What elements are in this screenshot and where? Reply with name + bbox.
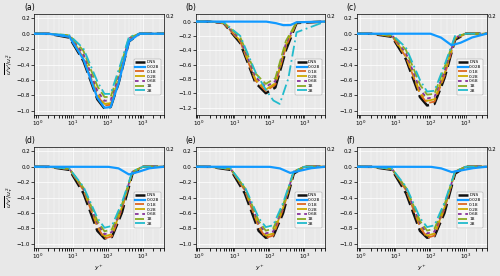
Text: 0.2: 0.2 bbox=[326, 14, 336, 19]
X-axis label: $y^+$: $y^+$ bbox=[416, 263, 427, 272]
Text: 0.2: 0.2 bbox=[166, 147, 174, 152]
Text: 0.2: 0.2 bbox=[488, 147, 496, 152]
Y-axis label: $\overline{u'v'}/u_\tau^2$: $\overline{u'v'}/u_\tau^2$ bbox=[4, 54, 16, 75]
Text: (d): (d) bbox=[24, 136, 35, 145]
X-axis label: $y^+$: $y^+$ bbox=[256, 263, 266, 272]
Text: (c): (c) bbox=[346, 3, 356, 12]
Text: 0.2: 0.2 bbox=[166, 14, 174, 19]
Text: (b): (b) bbox=[186, 3, 196, 12]
Legend: DNS, 0.028, 0.18, 0.28, 0.68, 18, 28: DNS, 0.028, 0.18, 0.28, 0.68, 18, 28 bbox=[295, 59, 322, 95]
Legend: DNS, 0.028, 0.18, 0.28, 0.68, 18, 28: DNS, 0.028, 0.18, 0.28, 0.68, 18, 28 bbox=[456, 59, 483, 95]
X-axis label: $y^+$: $y^+$ bbox=[94, 263, 104, 272]
Text: 0.2: 0.2 bbox=[488, 14, 496, 19]
Text: 0.2: 0.2 bbox=[326, 147, 336, 152]
Legend: DNS, 0.028, 0.18, 0.28, 0.68, 18, 28: DNS, 0.028, 0.18, 0.28, 0.68, 18, 28 bbox=[456, 192, 483, 228]
Y-axis label: $\overline{u'v'}/u_\tau^2$: $\overline{u'v'}/u_\tau^2$ bbox=[4, 187, 16, 208]
Legend: DNS, 0.028, 0.18, 0.28, 0.68, 18, 28: DNS, 0.028, 0.18, 0.28, 0.68, 18, 28 bbox=[134, 192, 160, 228]
Legend: DNS, 0.028, 0.18, 0.28, 0.68, 18, 28: DNS, 0.028, 0.18, 0.28, 0.68, 18, 28 bbox=[295, 192, 322, 228]
Text: (e): (e) bbox=[186, 136, 196, 145]
Text: (f): (f) bbox=[346, 136, 356, 145]
Legend: DNS, 0.028, 0.18, 0.28, 0.68, 18, 28: DNS, 0.028, 0.18, 0.28, 0.68, 18, 28 bbox=[134, 59, 160, 95]
Text: (a): (a) bbox=[24, 3, 34, 12]
